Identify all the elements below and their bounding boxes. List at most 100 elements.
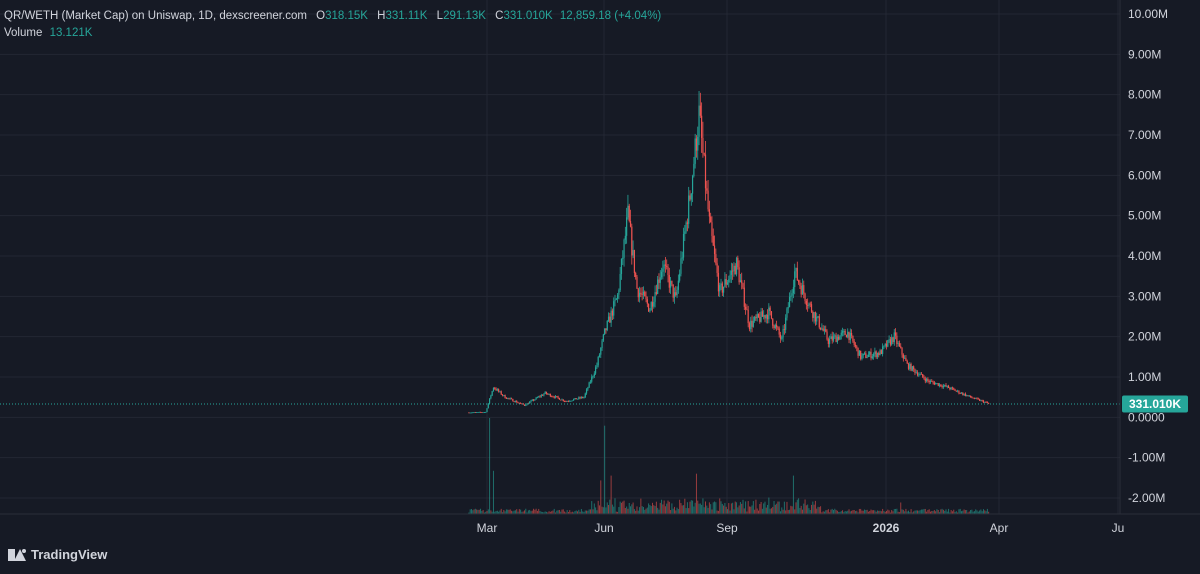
candle-body [940, 384, 942, 387]
volume-bar [792, 475, 794, 514]
candle-body [848, 331, 850, 340]
volume-bar [823, 511, 825, 514]
volume-bar [946, 511, 948, 514]
candle-body [851, 332, 853, 336]
candle-body [964, 393, 966, 396]
volume-bar [767, 504, 769, 514]
volume-bar [926, 511, 928, 514]
price-axis[interactable]: 10.00M 9.00M 8.00M 7.00M 6.00M 5.00M 4.00M 3.00… [1128, 7, 1168, 505]
candle-body [671, 280, 673, 285]
candle-body [477, 412, 479, 413]
candle-body [615, 298, 617, 300]
candle-body [516, 401, 518, 403]
candle-body [975, 397, 977, 399]
volume-bar [897, 511, 899, 514]
candle-body [554, 396, 557, 398]
volume-bar [518, 509, 520, 514]
candle-body [896, 335, 898, 344]
volume-bar [648, 503, 650, 514]
volume-bar [856, 510, 858, 514]
volume-bar [564, 511, 566, 514]
candle-body [575, 398, 577, 400]
candle-body [918, 374, 920, 376]
volume-bar [540, 511, 542, 514]
volume-bar [715, 502, 717, 514]
volume-bar [577, 511, 579, 514]
volume-bar [644, 509, 646, 514]
volume-bar [605, 507, 607, 514]
candle-body [982, 400, 985, 403]
candle-body [772, 318, 774, 326]
volume-bar [579, 511, 581, 514]
candle-body [629, 220, 632, 227]
candle-body [523, 404, 526, 406]
volume-bar [752, 501, 754, 514]
candle-body [637, 288, 639, 298]
volume-bar [889, 512, 891, 514]
candle-body [673, 292, 676, 298]
candle-body [588, 382, 590, 388]
candle-body [504, 395, 506, 399]
volume-bar [645, 508, 647, 514]
volume-bar [981, 511, 983, 514]
volume-bar [761, 508, 763, 514]
candle-body [470, 412, 473, 414]
volume-bar [533, 508, 535, 514]
volume-bar [721, 503, 723, 514]
volume-bar [845, 511, 847, 514]
candle-body [847, 331, 849, 338]
volume-label[interactable]: Volume [4, 27, 43, 39]
candle-body [513, 401, 515, 403]
candle-body [986, 402, 988, 403]
candle-body [774, 324, 776, 329]
close-value: 331.010K [503, 10, 553, 22]
candle-body [580, 397, 582, 399]
volume-bar [661, 499, 663, 514]
volume-bar [565, 512, 567, 514]
volume-bar [593, 503, 595, 514]
candle-body [874, 351, 876, 355]
candle-body [702, 137, 704, 154]
candle-body [911, 366, 913, 371]
volume-bar [702, 498, 704, 514]
candle-body [510, 398, 513, 400]
volume-bar [849, 511, 851, 514]
candle-body [578, 397, 580, 399]
volume-bar [530, 511, 532, 514]
volume-bar [595, 507, 597, 514]
candle-body [830, 336, 832, 339]
volume-bar [557, 510, 559, 514]
candle-body [835, 335, 837, 343]
volume-bar [662, 504, 664, 514]
candle-body [935, 383, 937, 385]
candle-body [703, 153, 705, 155]
candle-body [626, 217, 628, 236]
candle-body [607, 316, 610, 321]
volume-bar [730, 503, 732, 514]
volume-bar [803, 503, 805, 514]
candle-body [857, 347, 859, 356]
candle-body [485, 412, 487, 413]
candle-body [985, 401, 987, 403]
volume-bar [694, 502, 696, 514]
candle-body [535, 397, 537, 400]
candle-body [794, 271, 796, 288]
candle-body [623, 239, 625, 258]
candle-body [748, 323, 751, 330]
candle-body [640, 292, 642, 295]
tradingview-brand[interactable]: TradingView [8, 547, 107, 562]
volume-bar [477, 509, 479, 514]
volume-bar [920, 509, 922, 514]
time-axis[interactable]: Mar Jun Sep 2026 Apr Ju [477, 521, 1125, 535]
candle-body [573, 399, 575, 401]
volume-bar [822, 511, 824, 514]
symbol-title[interactable]: QR/WETH (Market Cap) on Uniswap, 1D, dex… [4, 10, 307, 22]
candle-body [606, 320, 608, 331]
volume-bar [754, 509, 756, 514]
candle-body [600, 348, 602, 355]
candle-body [492, 387, 495, 392]
open-label: O [316, 10, 326, 22]
candle-body [931, 380, 933, 382]
volume-bar [626, 506, 628, 514]
